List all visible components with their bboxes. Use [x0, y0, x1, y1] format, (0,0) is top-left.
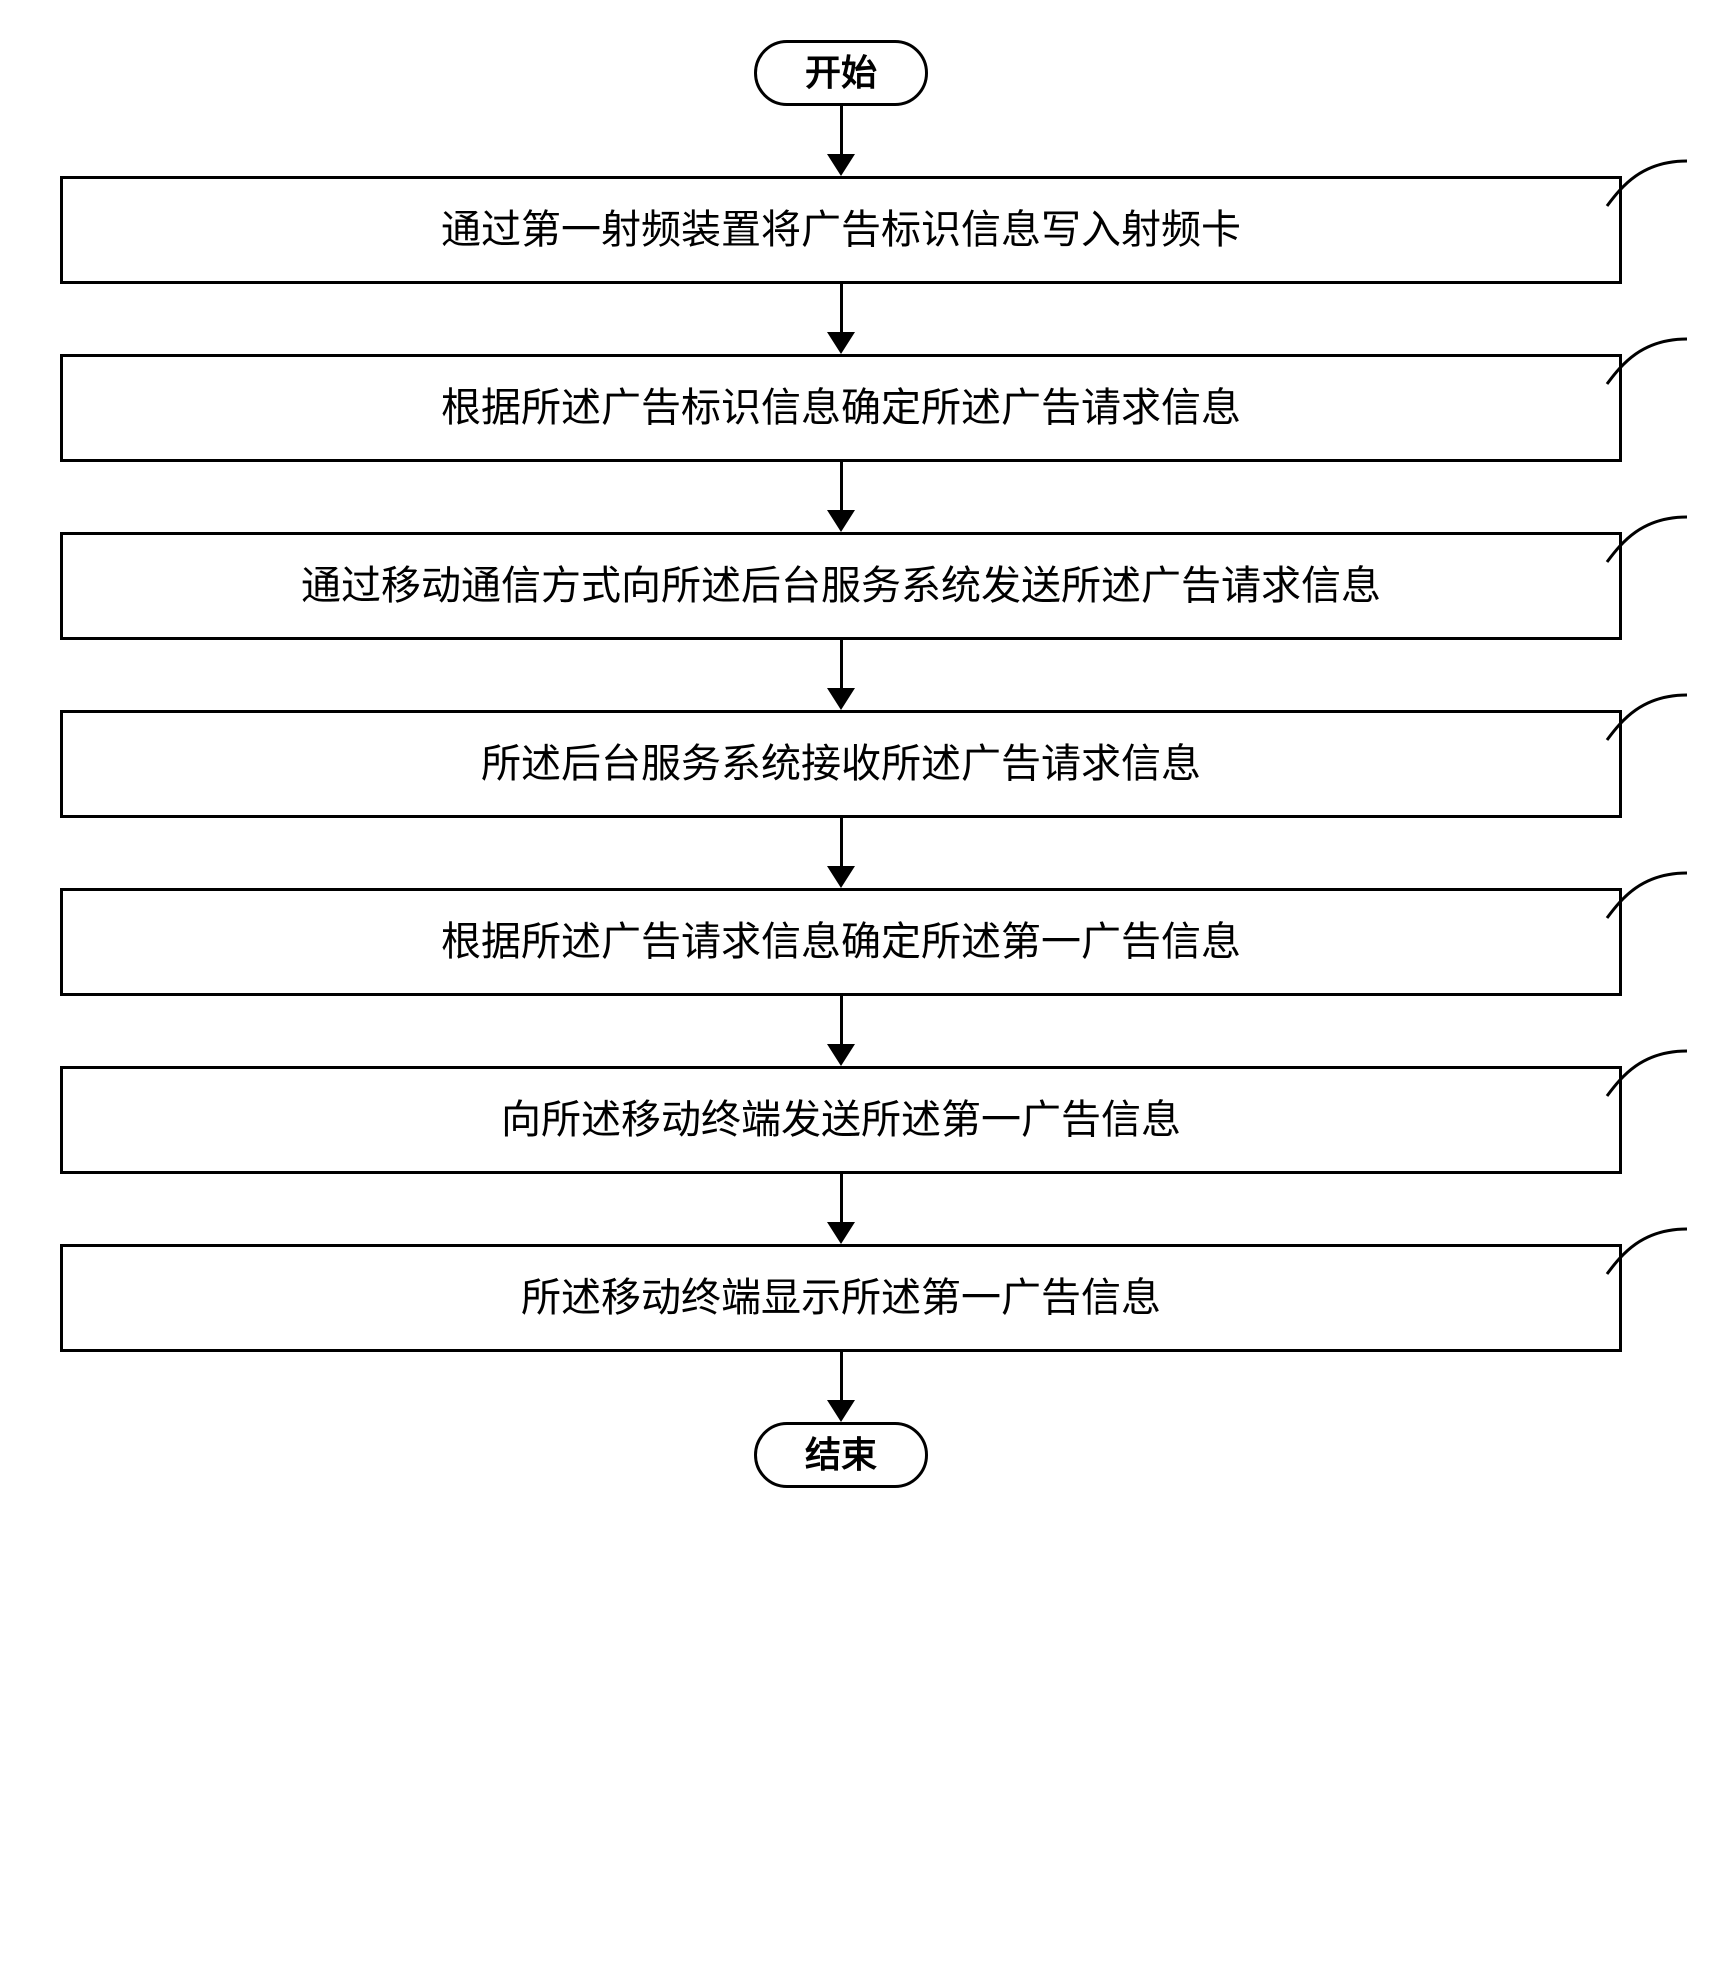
process-box: 所述后台服务系统接收所述广告请求信息	[60, 710, 1622, 818]
process-box: 向所述移动终端发送所述第一广告信息	[60, 1066, 1622, 1174]
end-terminator: 结束	[754, 1422, 928, 1488]
arrow	[827, 462, 855, 532]
arrow	[827, 284, 855, 354]
process-box: 通过第一射频装置将广告标识信息写入射频卡	[60, 176, 1622, 284]
start-terminator: 开始	[754, 40, 928, 106]
arrow	[827, 640, 855, 710]
process-box: 所述移动终端显示所述第一广告信息	[60, 1244, 1622, 1352]
process-step: 所述后台服务系统接收所述广告请求信息S223	[60, 710, 1622, 818]
arrow	[827, 106, 855, 176]
process-step: 通过移动通信方式向所述后台服务系统发送所述广告请求信息S222	[60, 532, 1622, 640]
arrow	[827, 1174, 855, 1244]
arrow	[827, 996, 855, 1066]
process-step: 根据所述广告请求信息确定所述第一广告信息S224	[60, 888, 1622, 996]
process-box: 通过移动通信方式向所述后台服务系统发送所述广告请求信息	[60, 532, 1622, 640]
process-step: 向所述移动终端发送所述第一广告信息S225	[60, 1066, 1622, 1174]
arrow	[827, 1352, 855, 1422]
process-step: 通过第一射频装置将广告标识信息写入射频卡S220	[60, 176, 1622, 284]
process-step: 根据所述广告标识信息确定所述广告请求信息S221	[60, 354, 1622, 462]
process-step: 所述移动终端显示所述第一广告信息S226	[60, 1244, 1622, 1352]
process-box: 根据所述广告标识信息确定所述广告请求信息	[60, 354, 1622, 462]
flowchart-container: 开始 通过第一射频装置将广告标识信息写入射频卡S220 根据所述广告标识信息确定所…	[60, 40, 1622, 1488]
arrow	[827, 818, 855, 888]
process-box: 根据所述广告请求信息确定所述第一广告信息	[60, 888, 1622, 996]
